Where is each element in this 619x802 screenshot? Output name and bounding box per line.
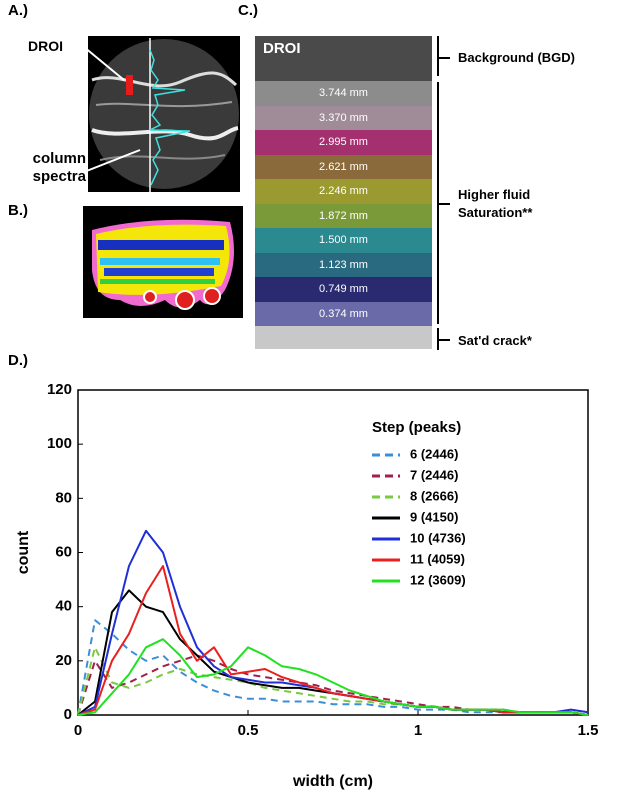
plot-frame (77, 389, 589, 716)
crack-streak (95, 101, 233, 108)
spectrum-trace (149, 49, 191, 186)
panel-label: B.) (8, 202, 28, 219)
crack-streak (91, 71, 238, 88)
core-slice (89, 39, 239, 189)
panel-c-image: DROI 3.744 mm 3.370 mm 2.995 mm 2.621 mm 2.2… (255, 36, 432, 349)
bracket-label: Higher fluid Saturation** (458, 187, 533, 220)
series-line (77, 565, 589, 716)
droi-marker (126, 75, 133, 95)
series-line (77, 654, 589, 716)
series-line (77, 619, 589, 716)
column-spectra-label: column spectra (32, 150, 86, 185)
x-tick-label: 1 (414, 722, 422, 739)
crack-streak (99, 154, 226, 161)
y-tick-label: 120 (47, 381, 72, 398)
saturation-band: 2.621 mm (255, 154, 432, 179)
saturation-band: 2.246 mm (255, 179, 432, 204)
saturation-band: 3.370 mm (255, 105, 432, 130)
droi-band (255, 36, 432, 81)
arrow (83, 46, 125, 81)
y-tick-label: 20 (55, 652, 72, 669)
legend-label: 9 (4150) (410, 509, 458, 524)
saturation-band: 1.872 mm (255, 203, 432, 228)
saturation-band: 2.995 mm (255, 130, 432, 155)
map-region (100, 279, 215, 284)
legend-label: 8 (2666) (410, 488, 458, 503)
x-tick-label: 1.5 (578, 722, 599, 739)
arrow (83, 149, 141, 173)
legend-label: 6 (2446) (410, 446, 458, 461)
y-axis-label: count (15, 530, 32, 574)
panel-label: C.) (238, 2, 258, 19)
x-tick-label: 0.5 (238, 722, 259, 739)
x-axis-label: width (cm) (292, 773, 373, 790)
droi-text: DROI (263, 40, 301, 57)
y-tick-label: 80 (55, 489, 72, 506)
legend-title: Step (peaks) (372, 419, 461, 436)
y-tick-label: 0 (64, 706, 72, 723)
y-tick-label: 100 (47, 435, 72, 452)
series-line (77, 589, 589, 716)
bracket-label: Sat'd crack* (458, 333, 532, 348)
saturation-band: 3.744 mm (255, 81, 432, 106)
crack-streak (91, 126, 239, 141)
map-region (100, 258, 220, 265)
legend-label: 11 (4059) (410, 551, 465, 566)
map-region (143, 290, 157, 304)
saturation-band: 0.374 mm (255, 301, 432, 326)
crack-band (255, 326, 432, 349)
map-region (203, 287, 221, 305)
map-region (175, 290, 195, 310)
legend-label: 10 (4736) (410, 530, 466, 545)
panel-label: D.) (8, 352, 28, 369)
legend-label: 12 (3609) (410, 572, 466, 587)
saturation-band: 1.123 mm (255, 252, 432, 277)
y-tick-label: 40 (55, 598, 72, 615)
droi-label: DROI (28, 38, 63, 54)
map-region (104, 268, 214, 276)
saturation-band: 0.749 mm (255, 277, 432, 302)
series-line (77, 529, 589, 716)
saturation-band: 1.500 mm (255, 228, 432, 253)
series-line (77, 638, 589, 716)
map-region (98, 240, 224, 250)
y-tick-label: 60 (55, 543, 72, 560)
panel-label: A.) (8, 2, 28, 19)
x-tick-label: 0 (74, 722, 82, 739)
chart: 0 20 40 60 80 100 120 0 0.5 1 1.5 width (cm) count St… (15, 381, 598, 790)
legend-label: 7 (2446) (410, 467, 458, 482)
bracket-label: Background (BGD) (458, 50, 575, 65)
